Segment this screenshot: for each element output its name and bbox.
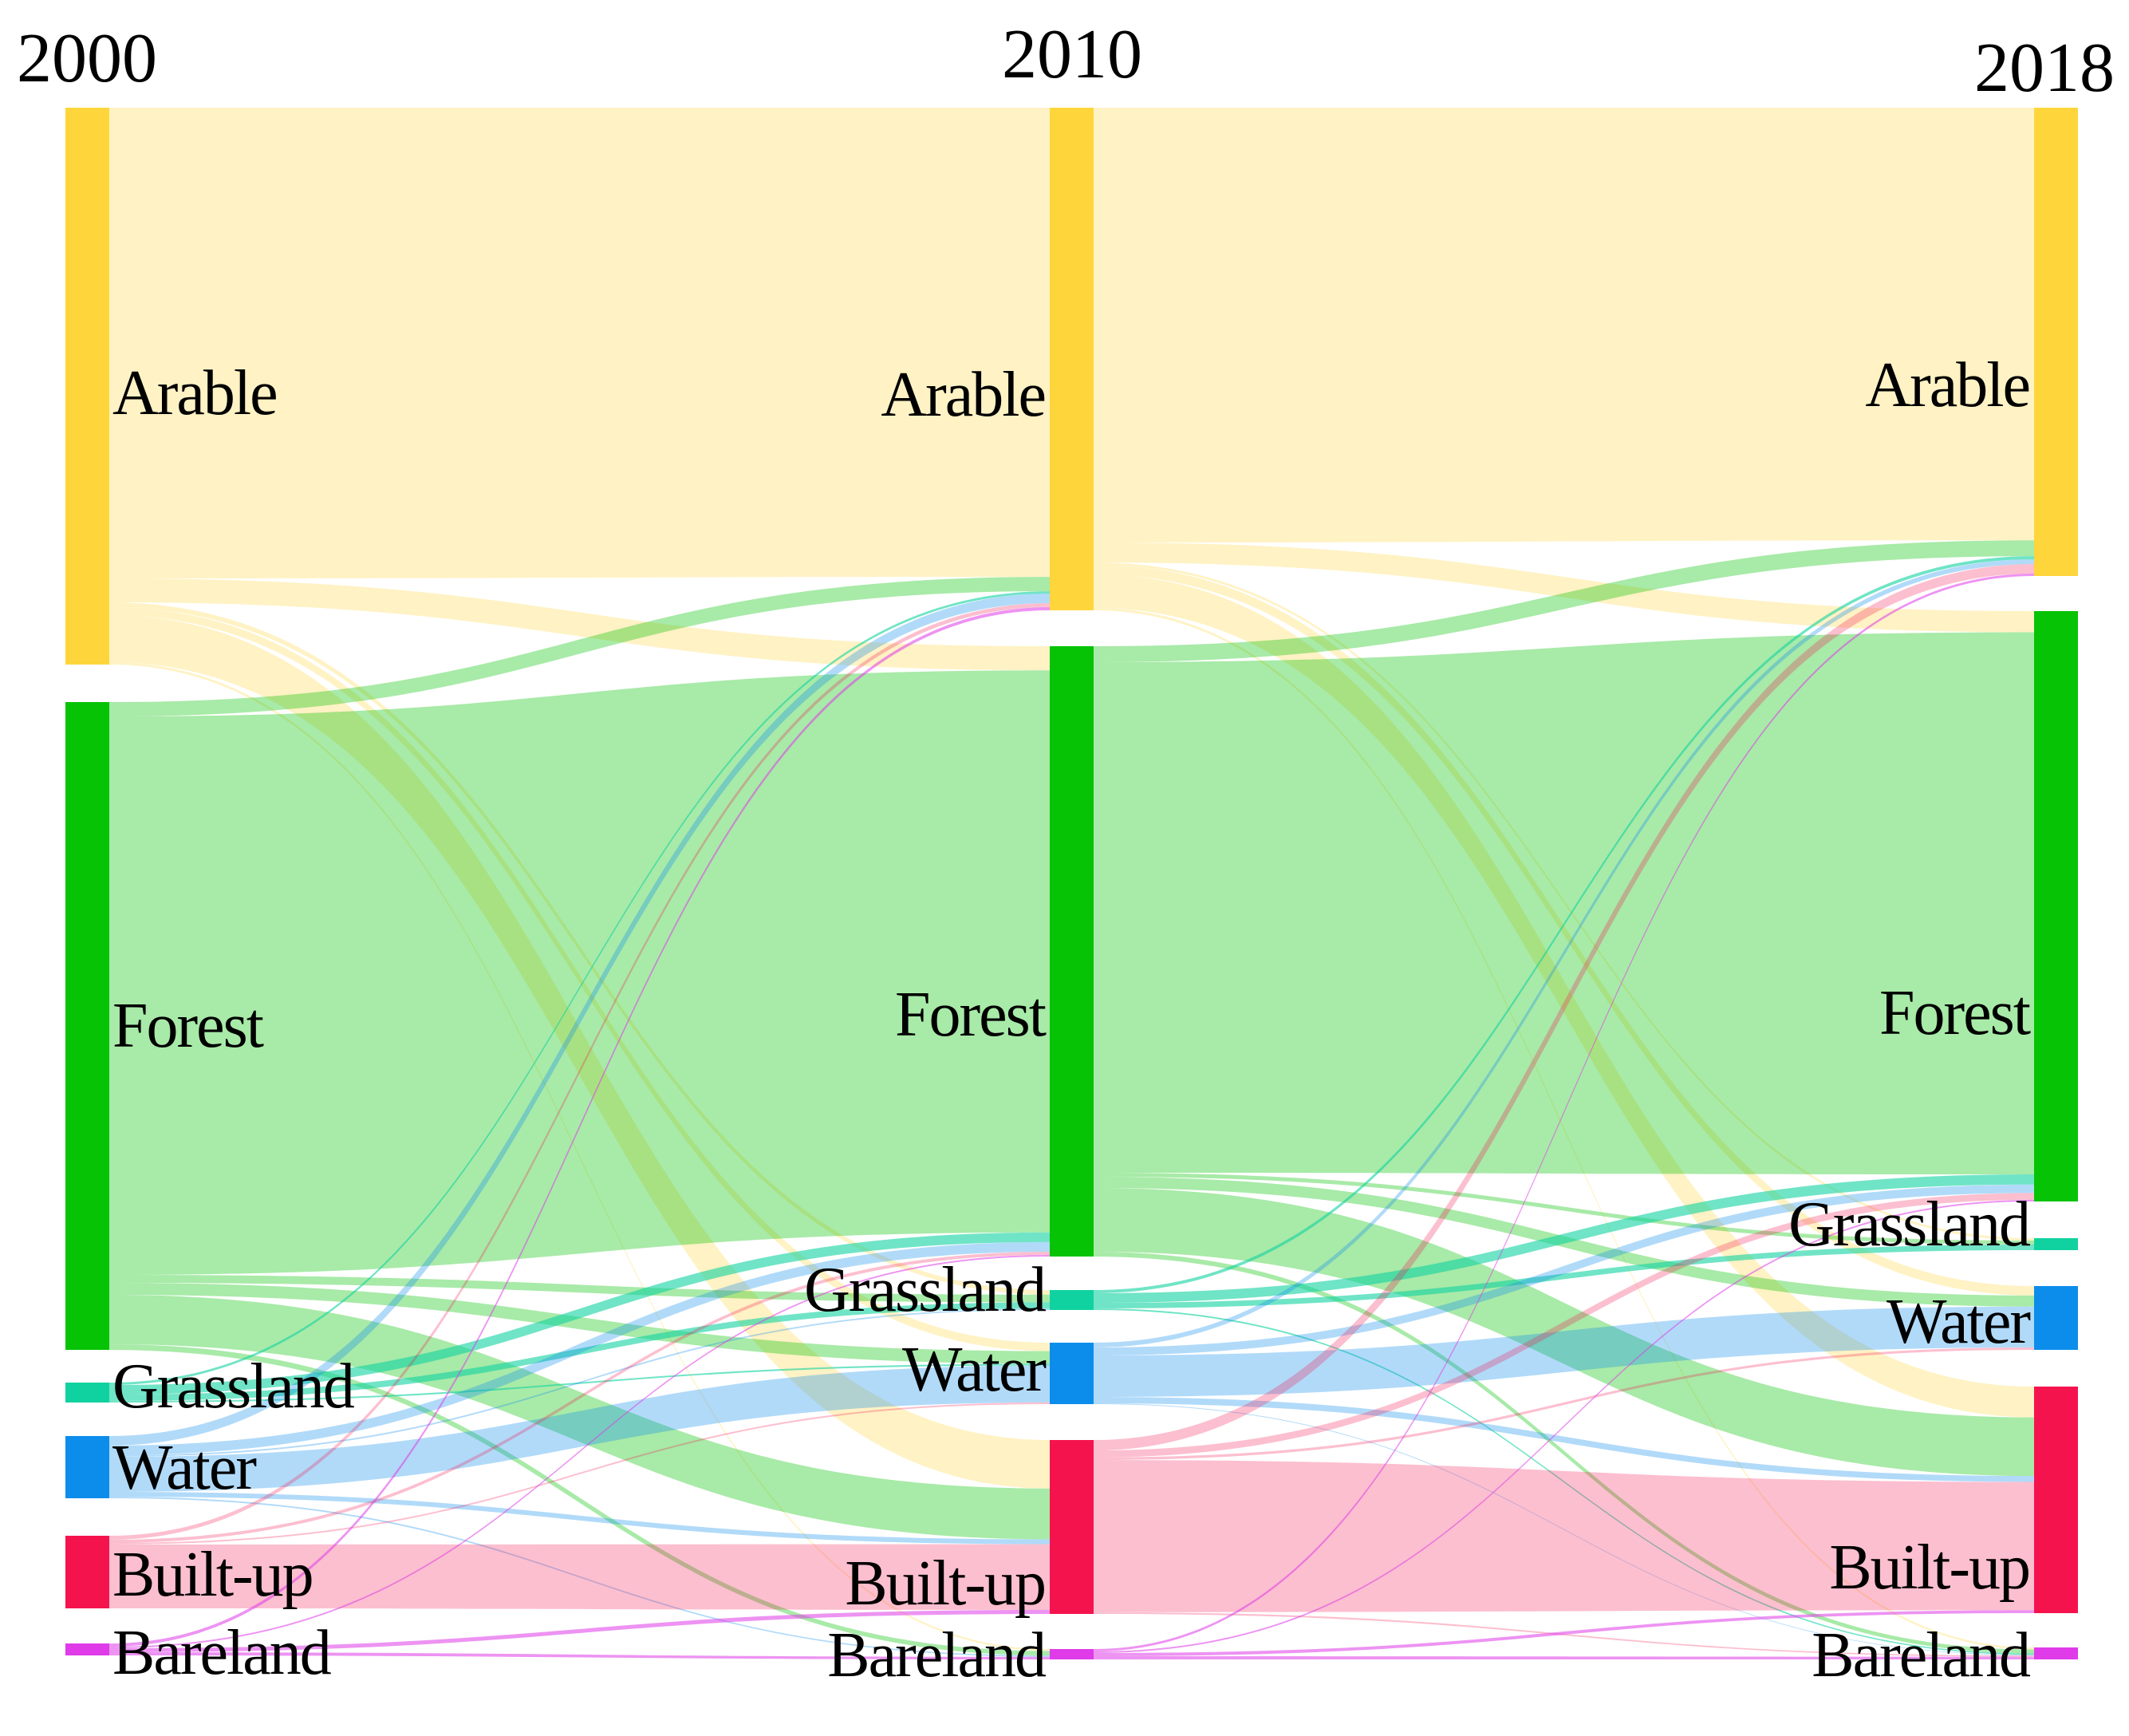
- flow-p2010_2018-water-to-builtup: [1094, 1397, 2034, 1482]
- flow-p2010_2018-arable-to-water: [1094, 565, 2034, 1296]
- flow-p2000_2010-bareland-to-arable: [109, 607, 1050, 1647]
- node-bar-y2018-water: [2034, 1286, 2078, 1350]
- node-bar-y2000-arable: [65, 108, 109, 665]
- flow-p2000_2010-bareland-to-forest: [109, 1255, 1050, 1648]
- flow-p2010_2018-arable-to-grassland: [1094, 562, 2034, 1241]
- node-label-y2018-bareland: Bareland: [1812, 1620, 2031, 1691]
- flow-p2000_2010-forest-to-forest: [109, 670, 1050, 1275]
- flow-p2000_2010-grassland-to-forest: [109, 1232, 1050, 1395]
- flow-p2000_2010-builtup-to-forest: [109, 1252, 1050, 1543]
- flow-p2000_2010-water-to-water: [109, 1365, 1050, 1492]
- flow-p2010_2018-builtup-to-arable: [1094, 564, 2034, 1451]
- flow-p2000_2010-water-to-builtup: [109, 1492, 1050, 1545]
- flow-p2010_2018-water-to-bareland: [1094, 1403, 2034, 1655]
- year-label-2010: 2010: [1002, 16, 1142, 93]
- node-bar-y2010-arable: [1050, 108, 1094, 610]
- flow-p2000_2010-bareland-to-bareland: [109, 1652, 1050, 1659]
- flow-p2010_2018-forest-to-bareland: [1094, 1252, 2034, 1654]
- flow-p2000_2010-water-to-grassland: [109, 1308, 1050, 1457]
- flow-p2010_2018-grassland-to-arable: [1094, 556, 2034, 1293]
- flow-p2010_2018-grassland-to-forest: [1094, 1174, 2034, 1303]
- flow-p2010_2018-builtup-to-water: [1094, 1347, 2034, 1461]
- flow-p2000_2010-forest-to-bareland: [109, 1344, 1050, 1656]
- flow-p2000_2010-arable-to-bareland: [109, 662, 1050, 1651]
- flow-p2010_2018-forest-to-forest: [1094, 632, 2034, 1174]
- flow-p2000_2010-arable-to-builtup: [109, 615, 1050, 1489]
- flow-p2000_2010-water-to-forest: [109, 1241, 1050, 1455]
- flow-p2000_2010-grassland-to-arable: [109, 591, 1050, 1385]
- flow-p2010_2018-builtup-to-forest: [1094, 1193, 2034, 1458]
- flow-p2010_2018-bareland-to-bareland: [1094, 1656, 2034, 1659]
- node-label-y2000-bareland: Bareland: [112, 1618, 332, 1688]
- node-label-y2010-bareland: Bareland: [827, 1620, 1047, 1691]
- flow-p2000_2010-arable-to-water: [109, 607, 1050, 1351]
- flow-p2010_2018-arable-to-forest: [1094, 542, 2034, 633]
- year-label-2018: 2018: [1974, 30, 2115, 107]
- node-bar-y2000-forest: [65, 702, 109, 1350]
- node-bar-y2010-forest: [1050, 646, 1094, 1257]
- node-label-y2018-arable: Arable: [1865, 350, 2031, 420]
- flow-p2000_2010-water-to-arable: [109, 594, 1050, 1446]
- node-label-y2000-grassland: Grassland: [112, 1351, 355, 1422]
- flow-p2000_2010-bareland-to-builtup: [109, 1609, 1050, 1652]
- node-label-y2000-forest: Forest: [112, 991, 264, 1061]
- node-bar-y2010-bareland: [1050, 1649, 1094, 1659]
- node-bar-y2010-builtup: [1050, 1440, 1094, 1614]
- node-bar-y2000-builtup: [65, 1536, 109, 1608]
- node-label-y2010-forest: Forest: [895, 980, 1047, 1050]
- node-bar-y2018-bareland: [2034, 1647, 2078, 1659]
- node-bar-y2010-grassland: [1050, 1290, 1094, 1310]
- flow-p2010_2018-water-to-arable: [1094, 559, 2034, 1347]
- flow-p2000_2010-arable-to-forest: [109, 578, 1050, 671]
- flow-p2010_2018-forest-to-grassland: [1094, 1173, 2034, 1245]
- flow-p2010_2018-bareland-to-forest: [1094, 1199, 2034, 1653]
- flow-p2010_2018-arable-to-arable: [1094, 108, 2034, 542]
- node-label-y2018-grassland: Grassland: [1788, 1190, 2031, 1260]
- flow-p2010_2018-water-to-water: [1094, 1306, 2034, 1397]
- node-label-y2018-water: Water: [1887, 1287, 2031, 1357]
- flow-p2010_2018-grassland-to-bareland: [1094, 1308, 2034, 1655]
- flow-p2010_2018-builtup-to-builtup: [1094, 1460, 2034, 1612]
- flow-p2000_2010-forest-to-water: [109, 1283, 1050, 1364]
- flow-p2000_2010-builtup-to-builtup: [109, 1544, 1050, 1610]
- node-bar-y2000-bareland: [65, 1643, 109, 1655]
- node-label-y2018-forest: Forest: [1879, 978, 2031, 1048]
- flow-p2000_2010-grassland-to-grassland: [109, 1302, 1050, 1401]
- flow-p2000_2010-forest-to-grassland: [109, 1275, 1050, 1303]
- node-label-y2000-water: Water: [112, 1433, 257, 1503]
- node-label-y2018-builtup: Built-up: [1829, 1533, 2031, 1603]
- node-bar-y2000-grassland: [65, 1383, 109, 1403]
- flow-p2010_2018-forest-to-builtup: [1094, 1188, 2034, 1477]
- node-label-y2010-water: Water: [902, 1335, 1047, 1405]
- node-bar-y2010-water: [1050, 1343, 1094, 1404]
- flow-p2000_2010-grassland-to-water: [109, 1363, 1050, 1403]
- node-label-y2010-arable: Arable: [881, 360, 1047, 430]
- node-bar-y2018-builtup: [2034, 1387, 2078, 1613]
- flow-p2000_2010-arable-to-arable: [109, 108, 1050, 578]
- flow-p2010_2018-bareland-to-arable: [1094, 574, 2034, 1651]
- node-label-y2010-grassland: Grassland: [804, 1255, 1047, 1325]
- flow-p2010_2018-forest-to-arable: [1094, 540, 2034, 662]
- flow-p2000_2010-arable-to-grassland: [109, 602, 1050, 1295]
- flow-p2000_2010-builtup-to-arable: [109, 603, 1050, 1540]
- node-bar-y2018-forest: [2034, 611, 2078, 1201]
- flow-p2010_2018-arable-to-builtup: [1094, 574, 2034, 1418]
- node-label-y2000-arable: Arable: [112, 358, 278, 428]
- flow-p2000_2010-forest-to-builtup: [109, 1295, 1050, 1540]
- node-bar-y2000-water: [65, 1436, 109, 1498]
- flow-p2000_2010-water-to-bareland: [109, 1497, 1050, 1657]
- flow-p2010_2018-bareland-to-builtup: [1094, 1610, 2034, 1656]
- flow-p2010_2018-water-to-forest: [1094, 1184, 2034, 1355]
- node-label-y2010-builtup: Built-up: [845, 1549, 1047, 1619]
- year-label-2000: 2000: [17, 20, 157, 97]
- node-label-y2000-builtup: Built-up: [112, 1540, 314, 1610]
- node-bar-y2018-grassland: [2034, 1238, 2078, 1250]
- flow-p2000_2010-forest-to-arable: [109, 577, 1050, 716]
- flow-p2010_2018-grassland-to-grassland: [1094, 1245, 2034, 1308]
- node-bar-y2018-arable: [2034, 108, 2078, 576]
- flow-p2010_2018-arable-to-bareland: [1094, 608, 2034, 1650]
- flow-p2000_2010-builtup-to-water: [109, 1402, 1050, 1545]
